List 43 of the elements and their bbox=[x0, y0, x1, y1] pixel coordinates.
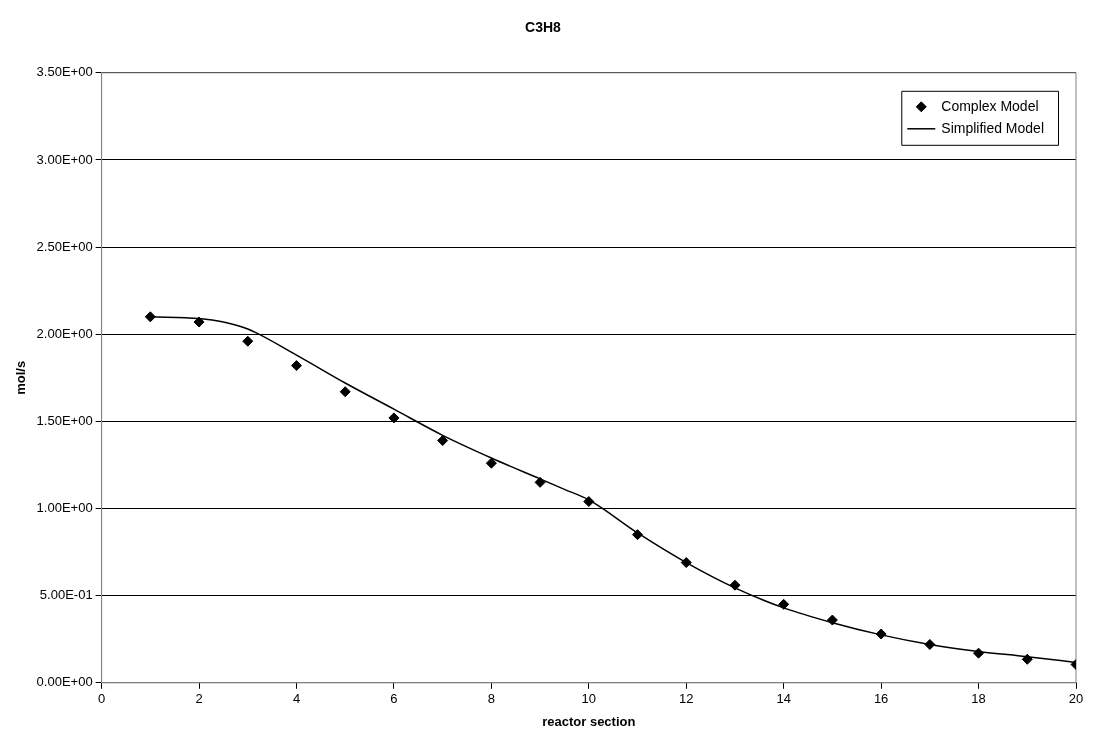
y-tick-label: 3.50E+00 bbox=[36, 64, 93, 80]
point bbox=[826, 614, 838, 626]
point bbox=[339, 386, 351, 398]
point bbox=[291, 360, 302, 372]
y-tick-label: 2.50E+00 bbox=[36, 238, 93, 254]
point bbox=[242, 335, 254, 347]
legend-label: Simplified Model bbox=[941, 119, 1045, 136]
x-tick-label: 14 bbox=[776, 691, 791, 707]
y-tick-label: 3.00E+00 bbox=[36, 151, 93, 167]
x-tick-label: 8 bbox=[487, 691, 495, 707]
x-tick-label: 6 bbox=[390, 691, 398, 707]
y-tick-label: 1.00E+00 bbox=[36, 500, 93, 516]
point bbox=[1021, 653, 1033, 665]
x-tick-label: 16 bbox=[873, 691, 889, 707]
point bbox=[632, 529, 644, 541]
point bbox=[875, 628, 887, 640]
point bbox=[485, 457, 497, 469]
y-tick-label: 1.50E+00 bbox=[36, 412, 93, 428]
x-tick-label: 0 bbox=[98, 691, 106, 707]
y-axis-title: mol/s bbox=[13, 360, 29, 395]
point bbox=[778, 598, 790, 610]
point bbox=[144, 311, 156, 323]
y-tick-label: 2.00E+00 bbox=[36, 325, 93, 341]
point bbox=[437, 435, 449, 447]
x-tick-label: 2 bbox=[195, 691, 203, 707]
chart-title: C3H8 bbox=[525, 19, 562, 36]
point bbox=[388, 412, 400, 424]
x-tick-label: 18 bbox=[971, 691, 986, 707]
point bbox=[583, 496, 595, 508]
y-tick-label: 0.00E+00 bbox=[36, 674, 93, 690]
x-tick-label: 20 bbox=[1068, 691, 1084, 707]
x-tick-label: 10 bbox=[581, 691, 597, 707]
legend-label: Complex Model bbox=[941, 97, 1039, 114]
x-axis-title: reactor section bbox=[542, 713, 636, 729]
point bbox=[973, 647, 985, 659]
point bbox=[534, 476, 546, 488]
y-tick-label: 5.00E-01 bbox=[39, 587, 93, 603]
x-tick-label: 12 bbox=[679, 691, 694, 707]
point bbox=[924, 638, 936, 650]
point bbox=[729, 579, 741, 591]
point bbox=[680, 557, 692, 569]
x-tick-label: 4 bbox=[292, 691, 301, 707]
point bbox=[193, 316, 205, 328]
